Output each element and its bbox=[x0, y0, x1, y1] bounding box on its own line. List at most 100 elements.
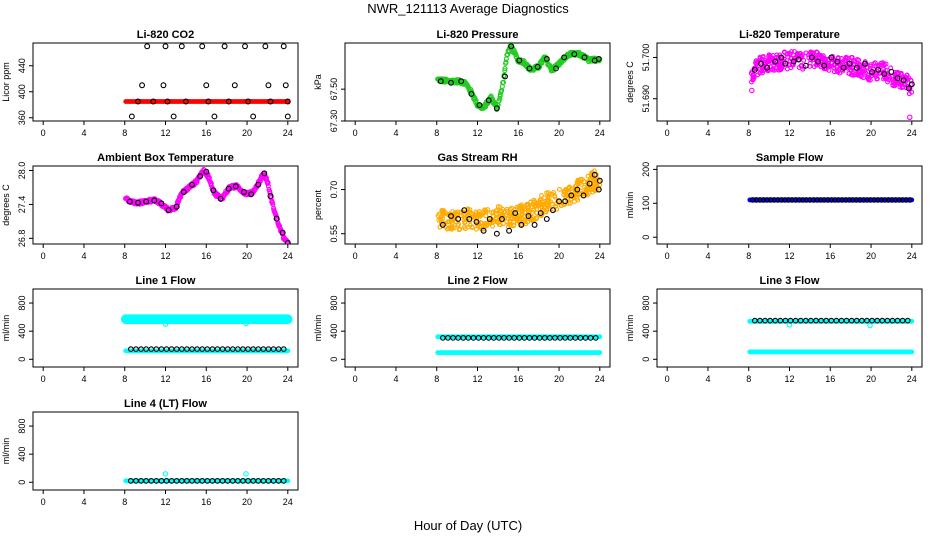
data-point bbox=[853, 64, 860, 71]
x-tick-label: 16 bbox=[513, 128, 523, 138]
data-point bbox=[513, 215, 519, 221]
data-point bbox=[449, 225, 455, 231]
data-point bbox=[448, 79, 454, 86]
panel-line3-flow: Line 3 Flow ml/min 0 400 800 0 4 8 12 16 20 24 bbox=[625, 275, 923, 384]
y-tick-label: 0.70 bbox=[329, 181, 339, 199]
data-point bbox=[439, 221, 446, 228]
data-point bbox=[591, 171, 598, 178]
data-point bbox=[760, 197, 767, 203]
data-point bbox=[751, 72, 756, 78]
data-point bbox=[221, 43, 228, 50]
series-raw bbox=[123, 167, 291, 244]
x-tick-label: 4 bbox=[705, 251, 710, 261]
x-tick-label: 24 bbox=[283, 374, 293, 384]
y-axis-label: ml/min bbox=[625, 192, 635, 219]
data-point bbox=[547, 206, 553, 212]
data-point bbox=[225, 185, 232, 192]
data-point bbox=[818, 64, 824, 70]
data-point bbox=[867, 197, 874, 203]
data-point bbox=[849, 197, 856, 203]
data-point bbox=[180, 189, 187, 195]
data-point bbox=[899, 197, 906, 203]
data-point bbox=[211, 113, 218, 120]
data-point bbox=[444, 226, 450, 232]
data-point bbox=[482, 223, 488, 229]
data-layer bbox=[435, 334, 603, 355]
data-point bbox=[546, 192, 552, 198]
data-point bbox=[755, 72, 761, 78]
data-point bbox=[896, 197, 902, 203]
x-tick-label: 4 bbox=[81, 374, 86, 384]
x-tick-label: 4 bbox=[393, 374, 398, 384]
y-axis-label: Licor ppm bbox=[1, 62, 11, 102]
data-point bbox=[766, 52, 772, 58]
x-tick-label: 0 bbox=[41, 497, 46, 507]
data-point bbox=[908, 81, 915, 88]
data-point bbox=[437, 78, 444, 85]
x-tick-label: 8 bbox=[434, 374, 439, 384]
data-point bbox=[449, 221, 455, 227]
data-point bbox=[173, 203, 180, 210]
data-point bbox=[265, 82, 272, 89]
data-point bbox=[856, 197, 863, 203]
data-point bbox=[267, 190, 273, 196]
data-point bbox=[245, 98, 252, 105]
data-point bbox=[790, 58, 797, 65]
data-point bbox=[493, 105, 500, 112]
data-point bbox=[143, 198, 150, 205]
data-point bbox=[860, 197, 867, 203]
y-axis-label: ml/min bbox=[313, 315, 323, 342]
data-point bbox=[557, 186, 562, 192]
data-point bbox=[225, 98, 232, 105]
data-point bbox=[144, 43, 151, 50]
data-point bbox=[486, 216, 493, 222]
data-point bbox=[755, 59, 761, 65]
y-tick-label: 400 bbox=[17, 447, 27, 462]
data-point bbox=[462, 219, 468, 225]
data-point bbox=[580, 192, 587, 199]
data-point bbox=[853, 197, 860, 203]
data-point bbox=[852, 58, 858, 64]
data-point bbox=[765, 59, 771, 65]
x-tick-label: 20 bbox=[554, 128, 564, 138]
data-point bbox=[821, 62, 828, 69]
x-tick-label: 0 bbox=[353, 128, 358, 138]
series-average bbox=[439, 334, 599, 341]
x-tick-label: 20 bbox=[554, 374, 564, 384]
x-tick-label: 4 bbox=[705, 374, 710, 384]
data-point bbox=[764, 197, 770, 203]
data-point bbox=[582, 184, 587, 190]
x-tick-label: 24 bbox=[283, 128, 293, 138]
data-point bbox=[574, 186, 581, 193]
data-point bbox=[496, 222, 502, 228]
panel-title: Sample Flow bbox=[756, 152, 824, 164]
data-point bbox=[151, 197, 158, 204]
data-point bbox=[473, 226, 479, 232]
x-tick-label: 8 bbox=[122, 374, 127, 384]
series-raw-dip bbox=[162, 320, 249, 327]
data-point bbox=[280, 478, 287, 484]
data-layer bbox=[747, 317, 915, 355]
data-point bbox=[590, 189, 596, 195]
data-point bbox=[824, 197, 831, 203]
x-tick-label: 0 bbox=[353, 251, 358, 261]
x-tick-label: 20 bbox=[242, 128, 252, 138]
data-point bbox=[567, 185, 572, 190]
data-point bbox=[232, 183, 239, 190]
data-point bbox=[436, 217, 442, 223]
data-point bbox=[512, 210, 519, 217]
data-point bbox=[165, 207, 172, 214]
plot-frame bbox=[656, 288, 923, 368]
data-point bbox=[875, 66, 882, 73]
data-point bbox=[750, 75, 756, 80]
data-point bbox=[279, 229, 286, 236]
x-tick-label: 16 bbox=[513, 374, 523, 384]
data-point bbox=[456, 227, 462, 233]
series-average bbox=[127, 478, 287, 484]
y-tick-label: 800 bbox=[17, 419, 27, 434]
series-average bbox=[751, 54, 915, 92]
data-point bbox=[807, 197, 813, 203]
data-point bbox=[518, 221, 525, 228]
panel-sample-flow: Sample Flow ml/min 0 100 200 0 4 8 12 16 20 24 bbox=[625, 152, 923, 261]
